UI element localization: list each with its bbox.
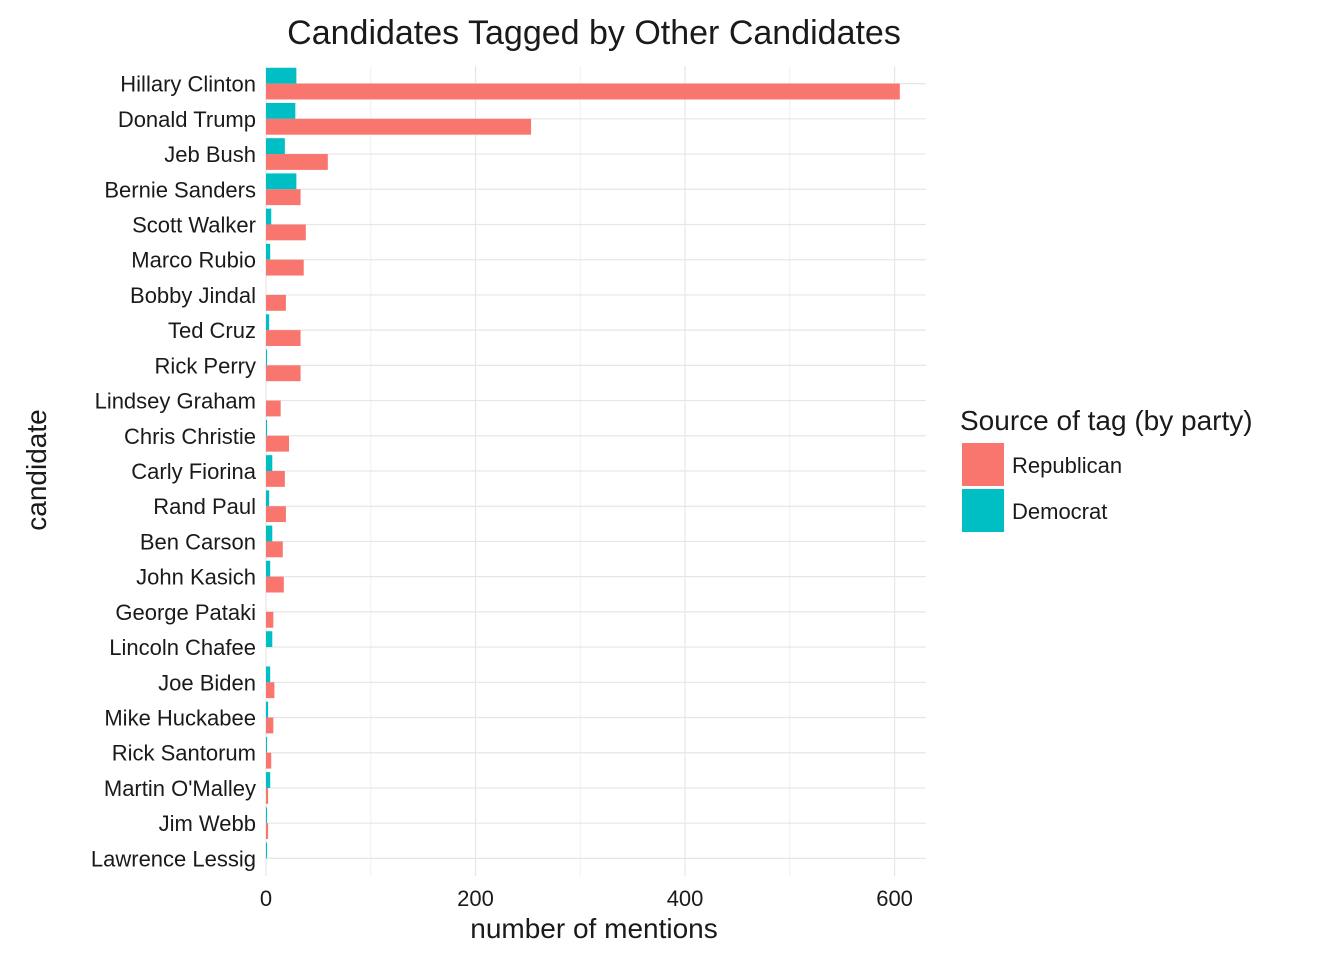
- bar-republican: [266, 294, 286, 311]
- bar-democrat: [266, 666, 271, 683]
- category-label: Mike Huckabee: [104, 706, 256, 731]
- bar-republican: [266, 224, 306, 241]
- x-tick-label: 200: [457, 886, 494, 911]
- y-axis-title: candidate: [21, 409, 52, 530]
- bar-republican: [266, 752, 272, 769]
- bar-democrat: [266, 701, 269, 718]
- category-label: Lindsey Graham: [95, 389, 256, 414]
- category-label: Rick Santorum: [112, 741, 256, 766]
- bar-democrat: [266, 560, 271, 577]
- bar-republican: [266, 259, 304, 276]
- category-label: Marco Rubio: [131, 248, 256, 273]
- bar-democrat: [266, 455, 273, 471]
- bar-republican: [266, 154, 328, 170]
- category-label: Bernie Sanders: [104, 177, 256, 202]
- x-tick-label: 0: [260, 886, 272, 911]
- bar-republican: [266, 787, 269, 804]
- bar-democrat: [266, 419, 268, 436]
- bar-democrat: [266, 525, 273, 542]
- category-label: Hillary Clinton: [120, 72, 256, 97]
- bar-republican: [266, 611, 274, 628]
- legend-label: Democrat: [1012, 499, 1107, 524]
- bar-republican: [266, 576, 284, 593]
- x-tick-label: 400: [667, 886, 704, 911]
- bar-democrat: [266, 807, 268, 824]
- category-label: Ben Carson: [140, 529, 256, 554]
- category-label: Jim Webb: [159, 811, 256, 836]
- x-axis-title: number of mentions: [470, 913, 717, 944]
- chart-title: Candidates Tagged by Other Candidates: [287, 14, 901, 52]
- x-tick-label: 600: [876, 886, 913, 911]
- bar-republican: [266, 189, 301, 206]
- category-label: Lawrence Lessig: [91, 846, 256, 871]
- bar-republican: [266, 400, 281, 417]
- category-label: Rand Paul: [153, 494, 256, 519]
- bar-republican: [266, 823, 269, 840]
- bar-democrat: [266, 772, 271, 788]
- bar-republican: [266, 118, 532, 135]
- bar-republican: [266, 83, 900, 100]
- category-label: Joe Biden: [158, 670, 256, 695]
- category-label: Martin O'Malley: [104, 776, 256, 801]
- category-label: John Kasich: [136, 565, 256, 590]
- category-label: Donald Trump: [118, 107, 256, 132]
- bar-democrat: [266, 314, 270, 331]
- bar-democrat: [266, 631, 273, 648]
- category-label: Lincoln Chafee: [109, 635, 256, 660]
- bar-democrat: [266, 243, 271, 260]
- bar-republican: [266, 330, 301, 346]
- category-label: Rick Perry: [155, 353, 256, 378]
- bar-democrat: [266, 138, 285, 155]
- category-label: Carly Fiorina: [131, 459, 256, 484]
- category-label: Jeb Bush: [164, 142, 256, 167]
- category-label: Scott Walker: [132, 212, 256, 237]
- legend-swatch: [962, 489, 1004, 532]
- x-axis-ticks: 0 200 400 600: [260, 886, 913, 911]
- category-label: George Pataki: [115, 600, 256, 625]
- category-label: Bobby Jindal: [130, 283, 256, 308]
- legend-title: Source of tag (by party): [960, 405, 1253, 436]
- legend-swatch: [962, 443, 1004, 486]
- bar-democrat: [266, 67, 297, 84]
- bar-democrat: [266, 102, 296, 119]
- legend-label: Republican: [1012, 453, 1122, 478]
- bar-republican: [266, 506, 286, 523]
- category-labels: Hillary Clinton Donald Trump Jeb Bush Berni…: [91, 72, 257, 872]
- bar-republican: [266, 682, 275, 699]
- bar-democrat: [266, 208, 272, 225]
- category-label: Chris Christie: [124, 424, 256, 449]
- bar-democrat: [266, 349, 268, 366]
- bar-republican: [266, 541, 283, 558]
- legend: Source of tag (by party) Republican Democr…: [960, 405, 1253, 532]
- bar-republican: [266, 471, 285, 487]
- bar-democrat: [266, 842, 268, 859]
- bar-democrat: [266, 173, 297, 190]
- category-label: Ted Cruz: [168, 318, 256, 343]
- bar-republican: [266, 365, 301, 382]
- bars: [266, 67, 900, 859]
- bar-republican: [266, 717, 274, 734]
- bar-republican: [266, 435, 290, 452]
- bar-democrat: [266, 736, 268, 753]
- bar-democrat: [266, 490, 270, 507]
